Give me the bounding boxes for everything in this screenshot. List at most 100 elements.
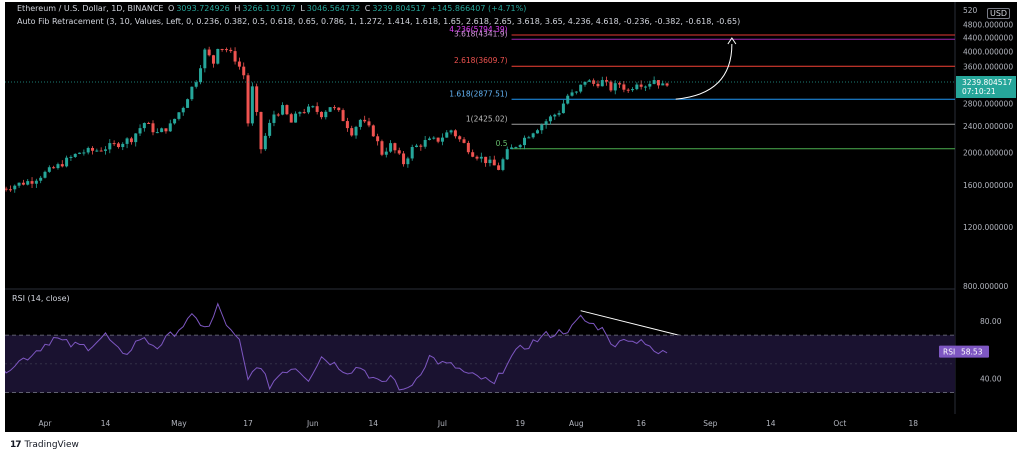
candle-body <box>30 181 34 184</box>
candle <box>337 107 341 112</box>
candle-body <box>203 49 207 69</box>
candle-body <box>281 105 285 115</box>
candle-body <box>294 113 298 123</box>
x-tick-label: 16 <box>636 419 646 428</box>
candle <box>4 186 8 192</box>
candle-body <box>475 156 479 159</box>
candle-body <box>199 68 203 83</box>
candle-body <box>207 49 211 56</box>
candle <box>138 124 142 137</box>
candle-body <box>134 133 138 143</box>
candle <box>609 80 613 93</box>
indicator-legend[interactable]: Auto Fib Retracement (3, 10, Values, Lef… <box>17 17 741 26</box>
x-tick-label: 17 <box>243 419 253 428</box>
candle <box>410 144 414 161</box>
candle <box>618 81 622 88</box>
candle <box>445 130 449 138</box>
candle-body <box>125 138 129 144</box>
candle-body <box>661 83 665 86</box>
candle-body <box>358 119 362 127</box>
candle <box>574 91 578 95</box>
candle <box>566 93 570 105</box>
candle-body <box>652 80 656 84</box>
fib-label: 3.618(4341.9) <box>454 29 508 38</box>
rsi-current-badge <box>939 345 989 358</box>
symbol-title[interactable]: Ethereum / U.S. Dollar, 1D, BINANCE <box>17 4 164 13</box>
candle-body <box>518 145 522 148</box>
candle <box>112 140 116 146</box>
candle <box>237 57 241 70</box>
projection-arrow <box>675 44 733 100</box>
candle <box>661 80 665 86</box>
candle-body <box>151 123 155 133</box>
candle-body <box>371 125 375 137</box>
candle <box>276 112 280 117</box>
candle <box>535 128 539 134</box>
candle <box>328 107 332 113</box>
tradingview-logo[interactable]: 17 TradingView <box>10 440 79 450</box>
candle-body <box>250 86 254 124</box>
candle-body <box>268 122 272 136</box>
rsi-tick-label: 40.00 <box>980 374 1002 383</box>
chart-canvas[interactable]: 4.236(5794.39)3.618(4341.9) 2.618(3609.7)… <box>0 2 1017 432</box>
candle-body <box>17 182 21 186</box>
candle <box>475 155 479 161</box>
candle-body <box>432 137 436 139</box>
candle-body <box>527 137 531 139</box>
candle <box>548 114 552 125</box>
currency-button[interactable]: USD <box>987 8 1011 19</box>
candle <box>73 153 77 158</box>
candle <box>358 118 362 130</box>
candle <box>34 178 38 188</box>
candle <box>643 85 647 92</box>
candle <box>60 160 64 168</box>
candle <box>229 47 233 53</box>
candle <box>540 123 544 134</box>
candle-body <box>389 143 393 152</box>
candle <box>220 48 224 52</box>
candle-body <box>65 157 69 167</box>
candle-body <box>39 177 43 181</box>
candle-body <box>324 111 328 118</box>
candle-body <box>380 141 384 155</box>
candle-body <box>557 113 561 115</box>
candle <box>319 111 323 120</box>
price-tick-label: 4800.000000 <box>963 21 1013 30</box>
candle-body <box>233 51 237 62</box>
candle <box>626 88 630 93</box>
candle <box>406 156 410 168</box>
candle <box>656 80 660 89</box>
candle-body <box>484 156 488 164</box>
candle <box>82 149 86 156</box>
rsi-current-value: 58.53 <box>961 348 983 357</box>
candle <box>13 184 17 193</box>
candle-body <box>341 110 345 122</box>
candle <box>367 117 371 128</box>
candle <box>648 80 652 90</box>
symbol-header[interactable]: Ethereum / U.S. Dollar, 1D, BINANCE O 309… <box>17 4 528 13</box>
candle-body <box>479 156 483 159</box>
price-tick-label: 2800.000000 <box>963 99 1013 108</box>
price-tick-label: 2000.000000 <box>963 148 1013 157</box>
candle <box>423 135 427 149</box>
candle-body <box>21 182 25 185</box>
candle-body <box>492 159 496 166</box>
candle-body <box>535 130 539 134</box>
candle-body <box>246 75 250 124</box>
candle-body <box>410 146 414 159</box>
close-label: C <box>364 4 371 13</box>
candle-body <box>8 189 12 191</box>
candle <box>389 140 393 153</box>
candle-body <box>237 61 241 67</box>
candle-body <box>466 142 470 153</box>
fib-label: 2.618(3609.7) <box>454 56 508 65</box>
candle <box>272 110 276 127</box>
candle-body <box>86 147 90 153</box>
candle-body <box>354 126 358 136</box>
x-tick-label: Apr <box>39 419 53 428</box>
candle <box>121 142 125 151</box>
candle <box>224 47 228 53</box>
candle-body <box>337 107 341 111</box>
candle-body <box>384 151 388 155</box>
